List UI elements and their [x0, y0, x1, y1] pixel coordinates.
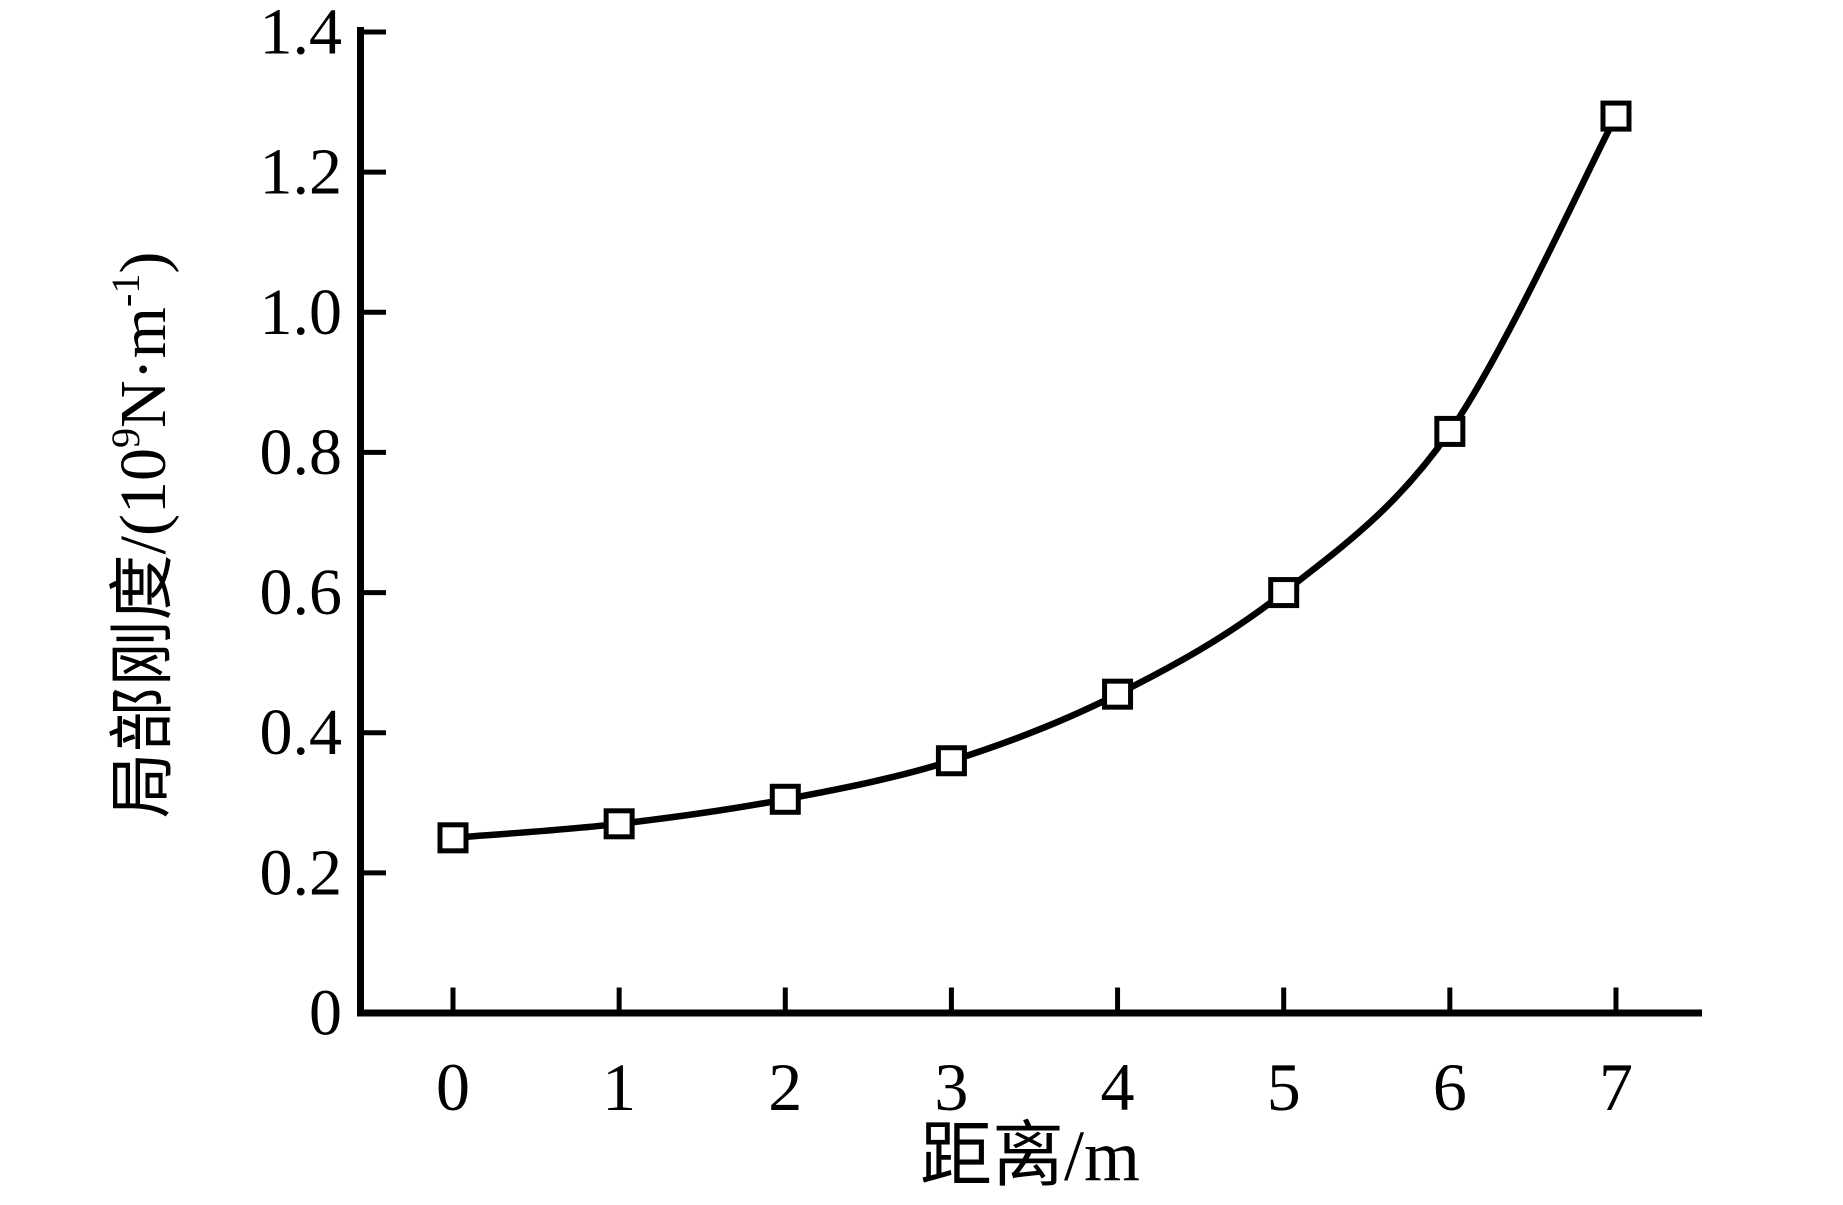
- data-point-marker: [769, 783, 801, 815]
- x-tick-label: 3: [934, 1049, 968, 1125]
- x-tick-label: 7: [1599, 1049, 1633, 1125]
- y-axis-label: 局部刚度/(109N·m-1): [103, 252, 180, 819]
- y-tick-label: 0.2: [260, 836, 343, 909]
- y-tick-label: 1.4: [260, 0, 343, 69]
- y-tick-label: 0.8: [260, 416, 343, 489]
- series-line: [452, 114, 1619, 842]
- y-tick-label: 0: [309, 977, 342, 1050]
- data-point-marker: [437, 822, 469, 854]
- y-tick-label: 0.4: [260, 696, 343, 769]
- x-tick-label: 6: [1433, 1049, 1467, 1125]
- x-tick-label: 5: [1267, 1049, 1301, 1125]
- y-tick-label: 1.0: [260, 276, 343, 349]
- y-axis-label-part: 9: [103, 428, 148, 448]
- data-point-marker: [1434, 415, 1466, 447]
- data-point-marker: [603, 808, 635, 840]
- x-tick-label: 0: [436, 1049, 470, 1125]
- plot-area: 0 1 2 3 4 5 6 7 0 0.2 0.4 0.6 0.8 1.0 1.2 1.4: [260, 0, 1702, 1125]
- x-tick-label: 1: [602, 1049, 636, 1125]
- x-axis-label: 距离/m: [920, 1116, 1140, 1196]
- data-point-marker: [1268, 577, 1300, 609]
- y-axis-label-part: -1: [103, 274, 148, 307]
- data-point-marker: [1102, 678, 1134, 710]
- x-tick-label: 4: [1101, 1049, 1135, 1125]
- x-tick-label: 2: [768, 1049, 802, 1125]
- data-point-marker: [935, 745, 967, 777]
- y-axis-label-part: 局部刚度/(10: [107, 448, 180, 818]
- data-point-marker: [1600, 100, 1632, 132]
- y-axis-label-part: N·m: [107, 307, 180, 428]
- y-tick-label: 0.6: [260, 556, 343, 629]
- y-axis-label-part: ): [107, 252, 180, 274]
- y-tick-label: 1.2: [260, 136, 343, 209]
